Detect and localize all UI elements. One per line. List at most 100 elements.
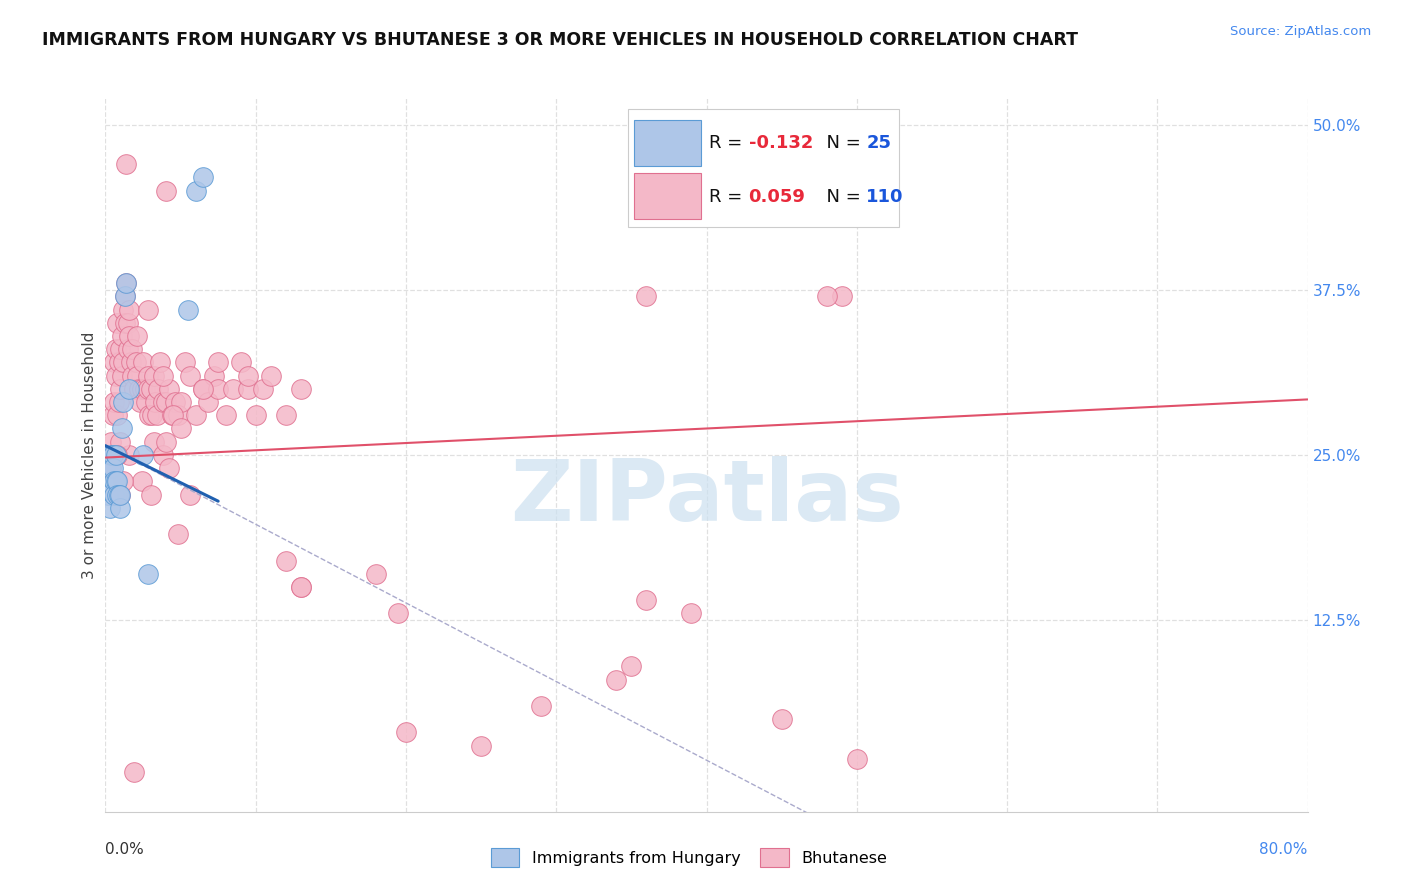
FancyBboxPatch shape [628,109,898,227]
Point [104,368,127,383]
Text: -0.132: -0.132 [748,134,813,152]
Point [157,461,180,475]
Point [110,342,132,356]
Point [112,475,135,489]
Point [387,607,409,621]
Point [152,368,174,383]
Point [100,461,122,475]
Point [107,409,129,423]
Point [152,448,174,462]
Point [162,409,184,423]
Point [770,712,793,726]
Point [121,342,143,356]
Point [103,395,125,409]
Point [815,289,838,303]
Point [191,170,214,185]
Point [120,355,142,369]
Point [395,725,418,739]
Point [169,421,191,435]
Text: R =: R = [709,187,748,205]
Point [110,434,132,449]
Point [636,289,658,303]
Point [142,368,165,383]
Point [174,355,197,369]
Point [155,434,177,449]
Point [184,409,207,423]
Point [111,329,134,343]
Point [166,527,188,541]
Point [108,355,131,369]
Point [155,395,177,409]
Point [160,409,183,423]
Text: Source: ZipAtlas.com: Source: ZipAtlas.com [1230,25,1371,38]
Point [179,368,201,383]
Point [104,475,127,489]
Point [112,302,135,317]
Point [122,765,145,780]
Point [179,487,201,501]
Point [114,289,136,303]
Point [97,487,120,501]
Point [118,302,141,317]
Point [290,580,312,594]
Point [111,368,134,383]
Point [124,355,146,369]
Point [98,500,121,515]
Point [470,739,492,753]
Text: 0.0%: 0.0% [105,842,145,856]
Point [131,475,153,489]
Point [132,448,155,462]
Bar [634,173,700,219]
Point [101,448,124,462]
Point [117,342,139,356]
Text: 110: 110 [866,187,904,205]
Point [166,409,188,423]
Point [107,316,129,330]
Point [155,184,177,198]
Legend: Immigrants from Hungary, Bhutanese: Immigrants from Hungary, Bhutanese [484,842,894,873]
Point [111,421,134,435]
Point [845,752,868,766]
Point [121,368,143,383]
Point [138,409,160,423]
Point [122,382,145,396]
Point [110,500,132,515]
Text: R =: R = [709,134,748,152]
Text: N =: N = [814,187,866,205]
Point [152,395,174,409]
Point [142,434,165,449]
Point [620,659,643,673]
Point [129,395,152,409]
Text: 25: 25 [866,134,891,152]
Point [146,382,169,396]
Point [136,382,159,396]
Point [101,461,124,475]
Point [141,409,163,423]
Point [108,487,131,501]
Point [115,276,138,290]
Point [132,355,155,369]
Point [177,302,200,317]
Point [125,329,148,343]
Point [136,368,159,383]
Point [229,355,252,369]
Point [202,368,225,383]
Point [636,593,658,607]
Point [101,409,124,423]
Bar [634,120,700,166]
Point [222,382,245,396]
Point [163,395,186,409]
Point [118,329,141,343]
Point [128,382,150,396]
Text: IMMIGRANTS FROM HUNGARY VS BHUTANESE 3 OR MORE VEHICLES IN HOUSEHOLD CORRELATION: IMMIGRANTS FROM HUNGARY VS BHUTANESE 3 O… [42,31,1078,49]
Point [207,355,229,369]
Point [110,382,132,396]
Point [136,566,159,581]
Point [191,382,214,396]
Point [100,434,122,449]
Point [107,487,129,501]
Point [148,355,170,369]
Point [135,395,157,409]
Point [274,409,297,423]
Point [107,448,129,462]
